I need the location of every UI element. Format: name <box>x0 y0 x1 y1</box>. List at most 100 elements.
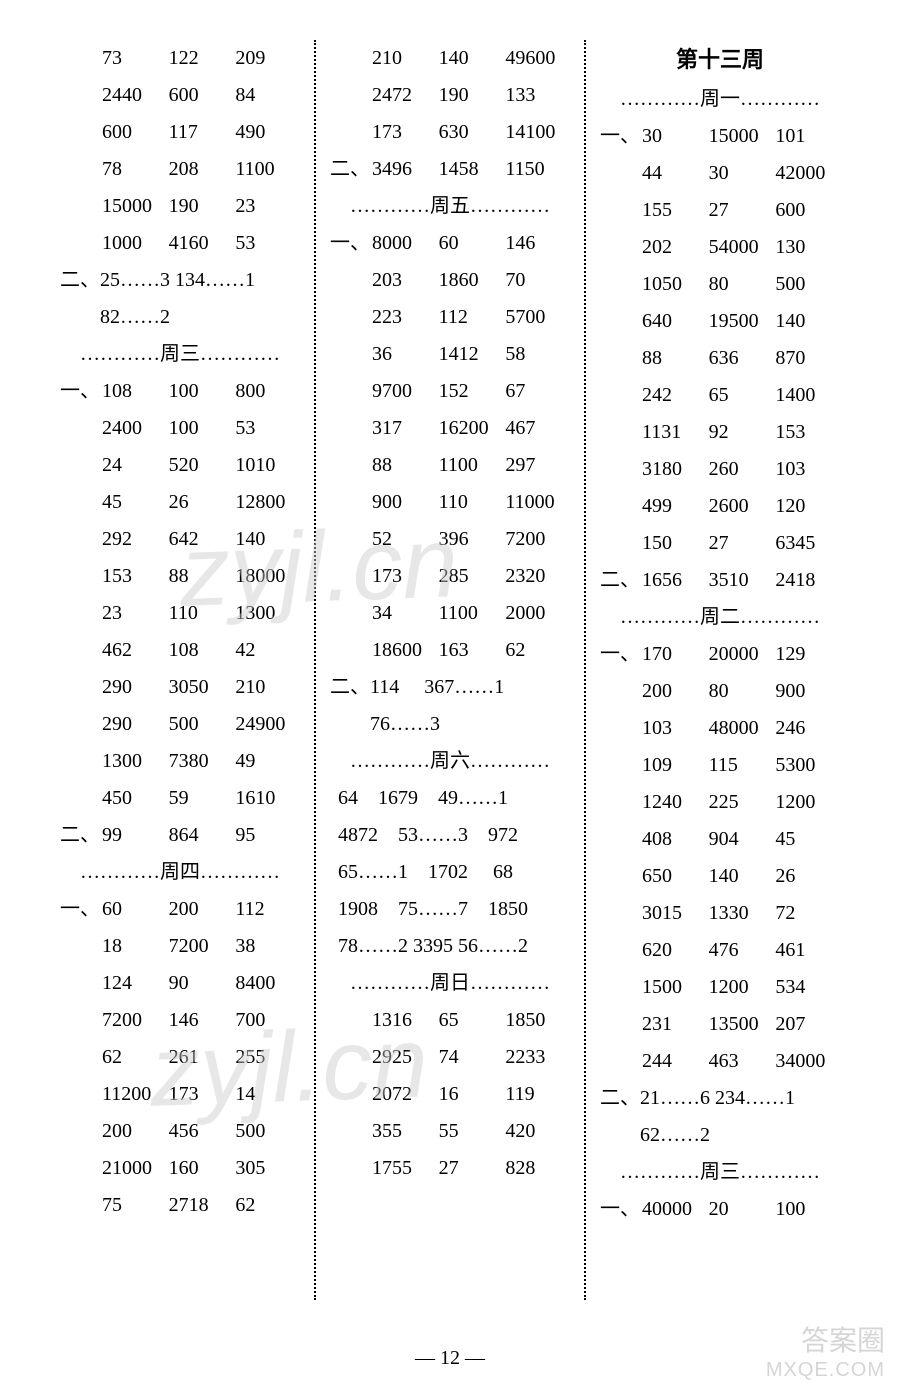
c: 34 <box>370 595 437 632</box>
c: 223 <box>370 299 437 336</box>
c: 173 <box>370 558 437 595</box>
week-title: 第十三周 <box>600 40 840 81</box>
header-zhou6: …………周六………… <box>330 743 570 780</box>
c: 3510 <box>707 562 774 599</box>
c: 16 <box>437 1076 504 1113</box>
c: 3180 <box>640 451 707 488</box>
c: 80 <box>707 673 774 710</box>
c: 5700 <box>503 299 570 336</box>
prefix: 二、 <box>330 676 370 698</box>
c: 456 <box>167 1113 234 1150</box>
c: 146 <box>503 225 570 262</box>
divider-1 <box>314 40 316 1300</box>
c: 642 <box>167 521 234 558</box>
c: 450 <box>100 780 167 817</box>
c: 408 <box>640 821 707 858</box>
c: 2233 <box>503 1039 570 1076</box>
prefix: 一、 <box>60 891 100 928</box>
prefix: 二、 <box>330 151 370 188</box>
c: 305 <box>233 1150 300 1187</box>
c: 1656 <box>640 562 707 599</box>
c: 49 <box>233 743 300 780</box>
c: 200 <box>640 673 707 710</box>
c: 355 <box>370 1113 437 1150</box>
c: 462 <box>100 632 167 669</box>
c: 396 <box>437 521 504 558</box>
c: 1131 <box>640 414 707 451</box>
c: 15000 <box>100 188 167 225</box>
c: 11000 <box>503 484 570 521</box>
c: 49600 <box>503 40 570 77</box>
c: 133 <box>503 77 570 114</box>
c: 140 <box>773 303 840 340</box>
c: 109 <box>640 747 707 784</box>
c2-block6: 1316651850 2925742233 207216119 35555420… <box>330 1002 570 1187</box>
c: 290 <box>100 669 167 706</box>
c: 117 <box>167 114 234 151</box>
c: 65 <box>707 377 774 414</box>
c: 290 <box>100 706 167 743</box>
c: 500 <box>773 266 840 303</box>
c: 18600 <box>370 632 437 669</box>
c: 42 <box>233 632 300 669</box>
line: 64 1679 49……1 <box>330 780 570 817</box>
header-zhou2: …………周二………… <box>600 599 840 636</box>
c: 30 <box>707 155 774 192</box>
c: 1860 <box>437 262 504 299</box>
c: 500 <box>233 1113 300 1150</box>
c3-block3: 一、17020000129 20080900 10348000246 10911… <box>600 636 840 1080</box>
c: 1050 <box>640 266 707 303</box>
c: 140 <box>437 40 504 77</box>
prefix: 二、 <box>600 1087 640 1109</box>
c: 78 <box>100 151 167 188</box>
c: 101 <box>773 118 840 155</box>
c: 15000 <box>707 118 774 155</box>
c: 173 <box>370 114 437 151</box>
c: 7200 <box>100 1002 167 1039</box>
c: 5300 <box>773 747 840 784</box>
c: 828 <box>503 1150 570 1187</box>
c: 864 <box>167 817 234 854</box>
c: 2925 <box>370 1039 437 1076</box>
c: 24 <box>100 447 167 484</box>
c: 420 <box>503 1113 570 1150</box>
c: 52 <box>370 521 437 558</box>
header-zhouri: …………周日………… <box>330 965 570 1002</box>
c3-block1: 一、3015000101 443042000 15527600 20254000… <box>600 118 840 562</box>
c: 70 <box>503 262 570 299</box>
c: 1100 <box>437 595 504 632</box>
c: 200 <box>167 891 234 928</box>
c: 650 <box>640 858 707 895</box>
c: 13500 <box>707 1006 774 1043</box>
c: 1300 <box>100 743 167 780</box>
c: 92 <box>707 414 774 451</box>
c: 1100 <box>437 447 504 484</box>
c: 9700 <box>370 373 437 410</box>
main-columns: 73122209 244060084 600117490 782081100 1… <box>50 40 850 1300</box>
c: 100 <box>167 373 234 410</box>
c: 285 <box>437 558 504 595</box>
c: 461 <box>773 932 840 969</box>
c: 153 <box>100 558 167 595</box>
line: 21……6 234……1 <box>640 1087 795 1109</box>
divider-2 <box>584 40 586 1300</box>
c: 21000 <box>100 1150 167 1187</box>
header-zhou3b: …………周三………… <box>600 1154 840 1191</box>
c: 18000 <box>233 558 300 595</box>
c: 99 <box>100 817 167 854</box>
c: 2718 <box>167 1187 234 1224</box>
c: 499 <box>640 488 707 525</box>
c: 14100 <box>503 114 570 151</box>
c: 54000 <box>707 229 774 266</box>
c: 246 <box>773 710 840 747</box>
c: 19500 <box>707 303 774 340</box>
c: 38 <box>233 928 300 965</box>
c: 152 <box>437 373 504 410</box>
c: 80 <box>707 266 774 303</box>
line: 76……3 <box>370 713 440 735</box>
c: 153 <box>773 414 840 451</box>
c: 18 <box>100 928 167 965</box>
c: 2000 <box>503 595 570 632</box>
c: 1150 <box>503 151 570 188</box>
c: 27 <box>707 192 774 229</box>
